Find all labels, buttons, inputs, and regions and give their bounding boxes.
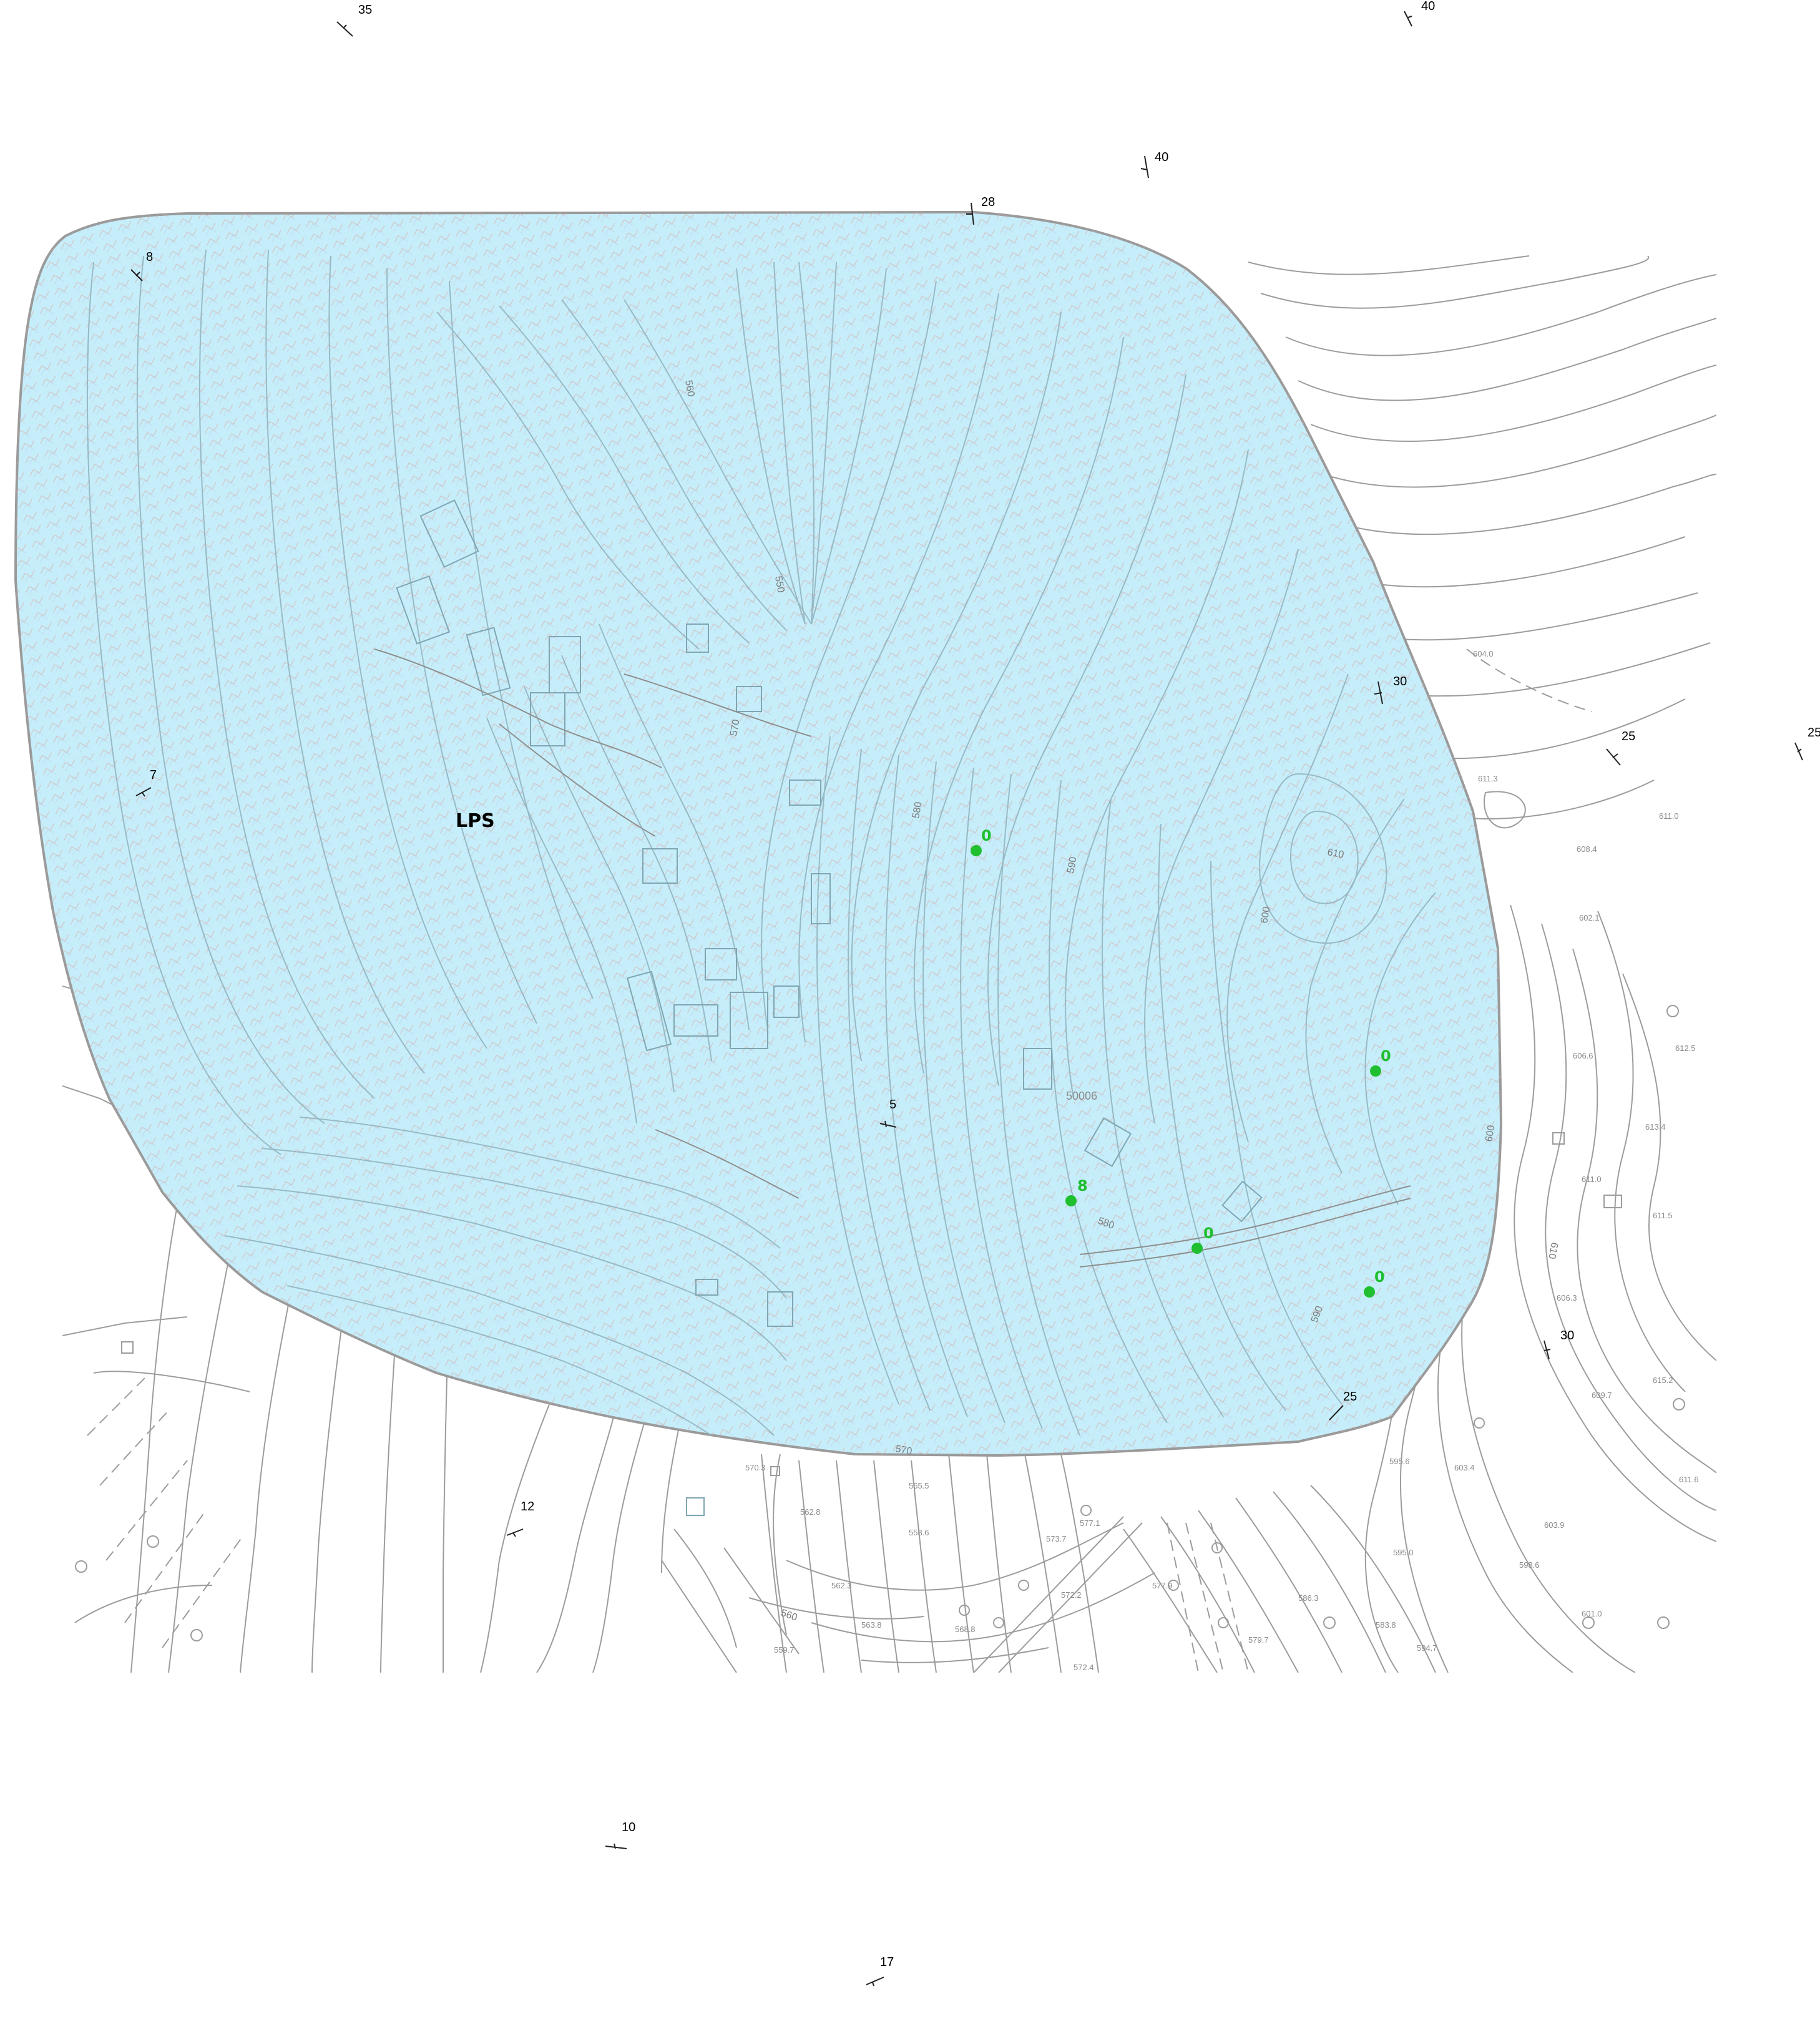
dip-value: 30 <box>1560 1329 1574 1342</box>
dip-symbol: 7 <box>135 768 157 797</box>
dip-symbol: 8 <box>130 250 153 281</box>
road-lines <box>374 648 1411 1268</box>
spot-height: 559.7 <box>774 1645 795 1655</box>
zone-label-lps: LPS <box>456 810 495 832</box>
spot-height: 611.0 <box>1582 1175 1602 1184</box>
spot-height: 583.8 <box>1376 1620 1396 1630</box>
spot-height: 611.6 <box>1679 1475 1699 1484</box>
contour-label: 560 <box>683 379 696 398</box>
contour-label: 590 <box>1065 856 1079 874</box>
contour-label: 550 <box>773 575 786 594</box>
dip-symbol: 25 <box>1606 730 1635 766</box>
spot-height: 615.2 <box>1653 1376 1673 1385</box>
spot-height: 577.1 <box>1080 1518 1100 1528</box>
dip-value: 12 <box>521 1500 534 1513</box>
spot-height: 563.8 <box>861 1620 882 1630</box>
spot-height: 572.4 <box>1074 1663 1094 1672</box>
dip-symbol: 28 <box>966 195 995 225</box>
dip-symbol: 25 <box>1794 726 1820 761</box>
contour-label: 570 <box>894 1444 912 1457</box>
dip-value: 40 <box>1155 150 1168 164</box>
tree-symbols <box>75 1005 1685 1641</box>
spot-height: 595.0 <box>1393 1548 1414 1557</box>
spot-height: 602.1 <box>1579 913 1600 922</box>
contour-label: 610 <box>1546 1241 1559 1259</box>
spot-height: 606.3 <box>1557 1293 1577 1303</box>
spot-height: 606.6 <box>1573 1051 1593 1060</box>
spot-height: 603.4 <box>1454 1463 1475 1472</box>
spot-height: 562.3 <box>831 1581 852 1590</box>
dip-value: 10 <box>622 1821 635 1834</box>
spot-height: 611.3 <box>1478 774 1498 783</box>
dip-symbol: 35 <box>336 3 372 37</box>
spot-height: 570.3 <box>745 1463 766 1472</box>
spot-height: 579.7 <box>1248 1635 1269 1645</box>
spot-height: 609.7 <box>1592 1391 1612 1400</box>
contour-label: 610 <box>1326 847 1344 860</box>
sample-points: 0 0 8 0 0 <box>971 827 1391 1298</box>
spot-height: 604.0 <box>1473 649 1494 658</box>
sample-value: 0 <box>1374 1268 1385 1286</box>
dip-value: 5 <box>889 1098 896 1112</box>
spot-height: 595.6 <box>1389 1457 1410 1466</box>
spot-height: 611.0 <box>1659 811 1679 821</box>
dip-symbol: 30 <box>1544 1329 1574 1360</box>
sample-point: 0 <box>1364 1268 1385 1298</box>
contour-label: 580 <box>911 801 924 819</box>
dip-symbol: 5 <box>879 1098 897 1128</box>
spot-height: 577.9 <box>1152 1581 1173 1590</box>
spot-height: 598.6 <box>1519 1560 1540 1570</box>
spot-height-labels: 604.0 611.3 611.0 608.4 602.1 606.6 613.… <box>745 649 1699 1672</box>
spot-height: 586.3 <box>1298 1593 1319 1603</box>
spot-height: 558.6 <box>909 1528 929 1537</box>
spot-height: 562.8 <box>800 1507 821 1517</box>
zone-contours <box>87 249 1436 1436</box>
dip-value: 35 <box>358 3 372 17</box>
contour-label: 570 <box>728 718 741 736</box>
dip-value: 8 <box>146 250 153 264</box>
spot-height: 594.7 <box>1417 1643 1437 1653</box>
dip-symbol: 17 <box>866 1955 894 1987</box>
spot-height: 572.2 <box>1061 1590 1082 1600</box>
spot-height: 612.5 <box>1675 1044 1696 1053</box>
sample-value: 0 <box>981 827 992 844</box>
dashed-tracks <box>87 648 1592 1673</box>
sample-point: 0 <box>1191 1225 1214 1254</box>
sample-value: 0 <box>1381 1047 1391 1065</box>
sample-value: 0 <box>1203 1225 1214 1242</box>
dip-value: 17 <box>880 1955 894 1969</box>
spot-height: 613.4 <box>1645 1122 1666 1132</box>
dip-value: 25 <box>1808 726 1820 740</box>
dip-value: 40 <box>1421 0 1435 13</box>
contour-label: 600 <box>1259 906 1272 924</box>
dip-value: 28 <box>981 195 995 209</box>
spot-height: 573.7 <box>1046 1534 1067 1543</box>
sample-point: 0 <box>971 827 992 856</box>
dip-symbol: 40 <box>1140 150 1168 178</box>
contour-label: 600 <box>1484 1124 1497 1142</box>
dip-symbols: 35 40 40 28 8 7 30 25 25 5 30 25 12 10 1… <box>130 0 1820 1987</box>
spot-height: 568.8 <box>955 1625 976 1634</box>
lps-zone <box>14 210 1503 1457</box>
spot-height: 611.5 <box>1653 1211 1673 1220</box>
dip-symbol: 25 <box>1329 1390 1357 1420</box>
dip-value: 30 <box>1393 675 1407 688</box>
spot-height: 608.4 <box>1577 844 1597 854</box>
dip-value: 25 <box>1343 1390 1357 1404</box>
dip-symbol: 30 <box>1374 675 1407 705</box>
dip-symbol: 10 <box>605 1821 635 1849</box>
dip-value: 25 <box>1622 730 1635 743</box>
sample-point: 8 <box>1065 1177 1088 1206</box>
dip-symbol: 40 <box>1404 0 1435 27</box>
sample-point: 0 <box>1370 1047 1391 1077</box>
spot-height: 565.5 <box>909 1481 929 1490</box>
buildings <box>396 499 1263 1516</box>
dip-value: 7 <box>150 768 157 782</box>
spot-height: 601.0 <box>1582 1609 1602 1618</box>
building-code: 50006 <box>1066 1090 1097 1102</box>
spot-height: 603.9 <box>1544 1520 1565 1530</box>
dip-symbol: 12 <box>506 1500 534 1537</box>
sample-value: 8 <box>1077 1177 1088 1195</box>
